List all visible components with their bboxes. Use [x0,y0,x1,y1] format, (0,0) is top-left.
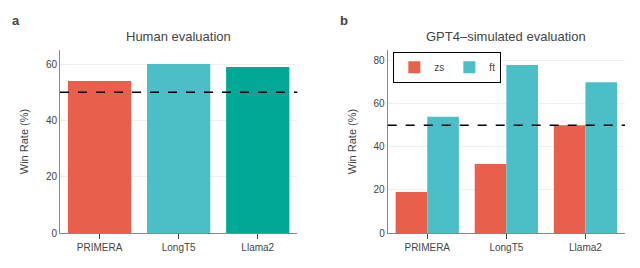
svg-text:zs: zs [434,62,444,73]
svg-text:GPT4–simulated evaluation: GPT4–simulated evaluation [426,29,586,44]
svg-text:60: 60 [374,98,386,109]
svg-text:LongT5: LongT5 [162,242,196,253]
svg-text:Llama2: Llama2 [569,242,602,253]
svg-text:Win Rate (%): Win Rate (%) [18,109,30,174]
svg-text:20: 20 [46,171,58,182]
svg-text:0: 0 [379,228,385,239]
svg-text:40: 40 [374,141,386,152]
svg-text:20: 20 [374,184,386,195]
svg-text:PRIMERA: PRIMERA [404,242,450,253]
svg-text:ft: ft [489,62,495,73]
svg-text:b: b [340,13,348,28]
svg-text:PRIMERA: PRIMERA [77,242,123,253]
svg-text:40: 40 [46,115,58,126]
svg-text:60: 60 [46,59,58,70]
svg-text:a: a [12,13,20,28]
svg-text:LongT5: LongT5 [489,242,523,253]
svg-text:Win Rate (%): Win Rate (%) [346,109,358,174]
svg-text:80: 80 [374,55,386,66]
svg-text:0: 0 [51,228,57,239]
svg-text:Llama2: Llama2 [241,242,274,253]
svg-text:Human evaluation: Human evaluation [126,29,231,44]
